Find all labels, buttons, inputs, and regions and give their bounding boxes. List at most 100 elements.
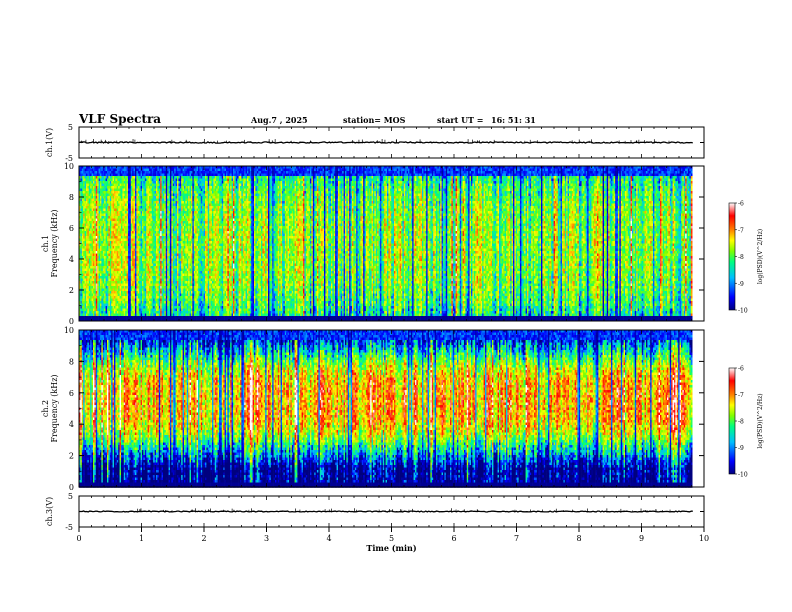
spectrogram-cell [98, 196, 101, 199]
spectrogram-cell [101, 228, 104, 232]
spectrogram-cell [97, 198, 99, 202]
spectrogram-cell [87, 231, 90, 234]
spectrogram-cell [105, 233, 108, 237]
spectrogram-cell [94, 228, 97, 232]
spectrogram-cell [102, 193, 105, 197]
spectrogram-cell [93, 261, 95, 264]
spectrogram-cell [94, 301, 97, 304]
spectrogram-cell [114, 168, 116, 172]
spectrogram-cell [79, 308, 81, 312]
spectrogram-cell [104, 198, 106, 202]
spectrogram-cell [84, 243, 87, 247]
spectrogram-cell [102, 188, 105, 192]
spectrogram-cell [104, 218, 106, 222]
spectrogram-cell [79, 251, 81, 254]
spectrogram-cell [87, 306, 90, 309]
spectrogram-cell [115, 238, 118, 242]
spectrogram-cell [83, 311, 85, 314]
spectrogram-cell [108, 181, 111, 184]
spectrogram-cell [81, 263, 84, 267]
spectrogram-cell [105, 178, 108, 182]
spectrogram-cell [93, 293, 95, 297]
spectrogram-cell [86, 246, 88, 249]
spectrogram-cell [93, 273, 95, 277]
spectrogram-cell [91, 241, 94, 244]
spectrogram-cell [107, 296, 109, 299]
spectrogram-cell [105, 283, 108, 287]
spectrogram-cell [111, 253, 113, 257]
spectrogram-cell [83, 226, 85, 229]
spectrogram-cell [108, 273, 111, 277]
spectrogram-cell [115, 203, 118, 207]
spectrogram-cell [79, 246, 81, 249]
spectrogram-cell [87, 208, 90, 212]
spectrogram-cell [112, 301, 115, 304]
spectrogram-cell [108, 206, 111, 209]
spectrogram-cell [87, 271, 90, 274]
ch1-spectrogram-image [79, 166, 704, 322]
spectrogram-cell [93, 196, 95, 199]
spectrogram-cell [81, 231, 84, 234]
spectrogram-cell [111, 276, 113, 279]
spectrogram-cell [81, 301, 84, 304]
spectrogram-cell [91, 318, 94, 322]
spectrogram-cell [101, 211, 104, 214]
spectrogram-cell [101, 263, 104, 267]
spectrogram-cell [95, 198, 98, 202]
spectrogram-cell [98, 306, 101, 309]
spectrogram-cell [93, 258, 95, 262]
spectrogram-cell [111, 186, 113, 189]
spectrogram-cell [104, 276, 106, 279]
spectrogram-cell [108, 191, 111, 194]
spectrogram-cell [104, 273, 106, 277]
spectrogram-cell [84, 201, 87, 204]
spectrogram-cell [79, 243, 81, 247]
spectrogram-cell [115, 233, 118, 237]
spectrogram-cell [81, 241, 84, 244]
spectrogram-cell [100, 233, 102, 237]
spectrogram-cell [107, 176, 109, 179]
spectrogram-cell [107, 311, 109, 314]
spectrogram-cell [88, 253, 91, 257]
spectrogram-cell [104, 306, 106, 309]
spectrogram-cell [95, 166, 98, 169]
spectrogram-cell [109, 258, 112, 262]
spectrogram-cell [90, 173, 92, 177]
spectrogram-cell [97, 303, 99, 307]
spectrogram-cell [93, 248, 95, 252]
spectrogram-cell [80, 176, 83, 179]
spectrogram-cell [100, 198, 102, 202]
spectrogram-cell [115, 173, 118, 177]
spectrogram-cell [115, 183, 118, 187]
spectrogram-cell [97, 296, 99, 299]
spectrogram-cell [109, 176, 112, 179]
spectrogram-cell [115, 218, 118, 222]
spectrogram-cell [91, 213, 94, 217]
spectrogram-cell [101, 243, 104, 247]
spectrogram-cell [93, 313, 95, 317]
spectrogram-cell [84, 291, 87, 294]
spectrogram-cell [111, 168, 113, 172]
spectrogram-cell [80, 313, 83, 317]
spectrogram-cell [91, 256, 94, 259]
spectrogram-cell [87, 191, 90, 194]
spectrogram-cell [114, 181, 116, 184]
spectrogram-cell [95, 216, 98, 219]
spectrogram-cell [87, 256, 90, 259]
spectrogram-cell [80, 223, 83, 227]
spectrogram-cell [97, 256, 99, 259]
spectrogram-cell [93, 206, 95, 209]
spectrogram-cell [101, 238, 104, 242]
spectrogram-cell [98, 293, 101, 297]
spectrogram-cell [105, 173, 108, 177]
spectrogram-cell [97, 178, 99, 182]
spectrogram-cell [84, 236, 87, 239]
spectrogram-cell [108, 173, 111, 177]
spectrogram-cell [86, 261, 88, 264]
spectrogram-cell [79, 183, 81, 187]
spectrogram-cell [95, 231, 98, 234]
spectrogram-cell [100, 203, 102, 207]
spectrogram-cell [93, 266, 95, 269]
spectrogram-cell [83, 316, 85, 319]
spectrogram-cell [81, 246, 84, 249]
